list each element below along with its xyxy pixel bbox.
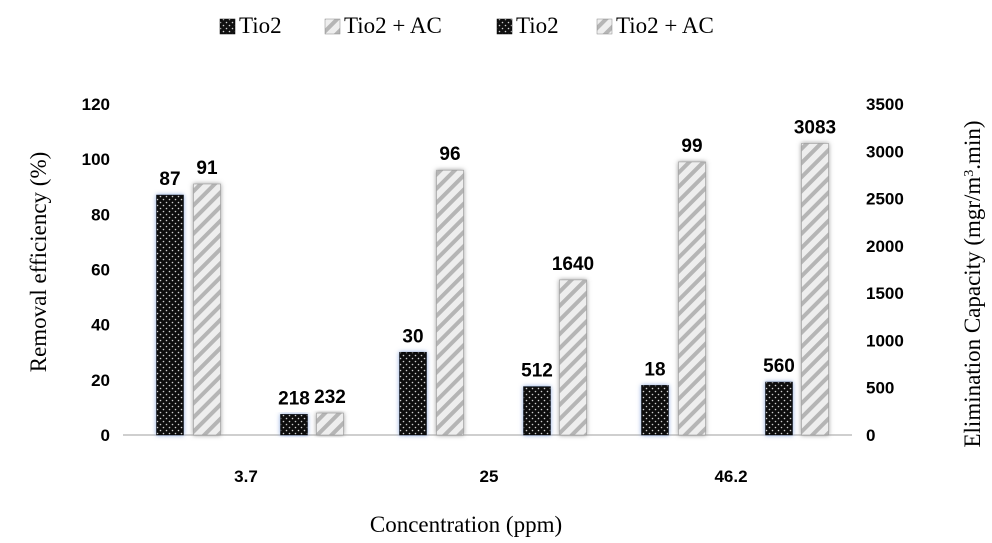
data-label: 232 — [314, 387, 346, 408]
x-axis-title: Concentration (ppm) — [370, 512, 562, 537]
bar — [765, 381, 793, 436]
legend-swatch-tio2-ec — [496, 18, 513, 35]
bar — [156, 194, 184, 436]
data-label: 560 — [763, 356, 795, 377]
y-tick-label: 40 — [91, 316, 110, 335]
legend-label-tio2-ac-ec: Tio2 + AC — [616, 13, 714, 38]
data-label: 30 — [402, 326, 423, 347]
y-axis-title: Removal efficiency (%) — [26, 152, 51, 373]
legend-label-tio2-ec: Tio2 — [516, 13, 559, 38]
x-tick-label: 25 — [480, 467, 499, 486]
y-tick-label: 120 — [82, 95, 110, 114]
data-labels: 87 30 18 91 96 99 218 512 560 232 1640 3083 — [159, 117, 836, 409]
legend-swatch-tio2 — [219, 18, 236, 35]
y2-tick-label: 1000 — [866, 331, 904, 350]
y2-tick-label: 500 — [866, 379, 894, 398]
bar — [316, 412, 344, 436]
y-tick-label: 80 — [91, 205, 110, 224]
data-label: 87 — [159, 169, 180, 190]
bar — [678, 161, 706, 436]
legend-label-tio2-ac: Tio2 + AC — [344, 13, 442, 38]
y2-tick-label: 3000 — [866, 142, 904, 161]
bar — [523, 386, 551, 436]
legend-label-tio2: Tio2 — [239, 13, 282, 38]
bar — [801, 143, 829, 436]
data-label: 218 — [278, 388, 310, 409]
y-tick-label: 60 — [91, 261, 110, 280]
y2-tick-label: 3500 — [866, 95, 904, 114]
data-label: 99 — [681, 136, 702, 157]
y2-tick-label: 2500 — [866, 190, 904, 209]
y-tick-label: 20 — [91, 371, 110, 390]
legend-swatch-tio2-ac-ec — [596, 18, 613, 35]
data-label: 18 — [644, 359, 665, 380]
y-axis-ticks: 0 20 40 60 80 100 120 — [82, 95, 110, 445]
y2-tick-label: 2000 — [866, 237, 904, 256]
x-axis-tick-labels: 3.7 25 46.2 — [234, 467, 747, 486]
bar — [280, 414, 308, 436]
y2-axis-ticks: 0 500 1000 1500 2000 2500 3000 3500 — [866, 95, 904, 445]
y2-tick-label: 1500 — [866, 284, 904, 303]
data-label: 3083 — [794, 117, 836, 138]
bars — [156, 143, 829, 436]
legend-swatch-tio2-ac — [324, 18, 341, 35]
y2-tick-label: 0 — [866, 426, 875, 445]
y-tick-label: 0 — [101, 426, 110, 445]
x-tick-label: 3.7 — [234, 467, 258, 486]
bar — [193, 183, 221, 436]
data-label: 96 — [439, 144, 460, 165]
bar — [436, 169, 464, 436]
bar — [641, 385, 669, 436]
bar — [559, 279, 587, 436]
data-label: 91 — [196, 158, 218, 179]
legend: Tio2 Tio2 + AC Tio2 Tio2 + AC — [219, 13, 714, 38]
x-tick-label: 46.2 — [714, 467, 747, 486]
y-tick-label: 100 — [82, 150, 110, 169]
data-label: 1640 — [552, 254, 594, 275]
data-label: 512 — [521, 361, 553, 382]
bar — [399, 351, 427, 436]
y2-axis-title: Elimination Capacity (mgr/m3.min) — [960, 120, 985, 447]
